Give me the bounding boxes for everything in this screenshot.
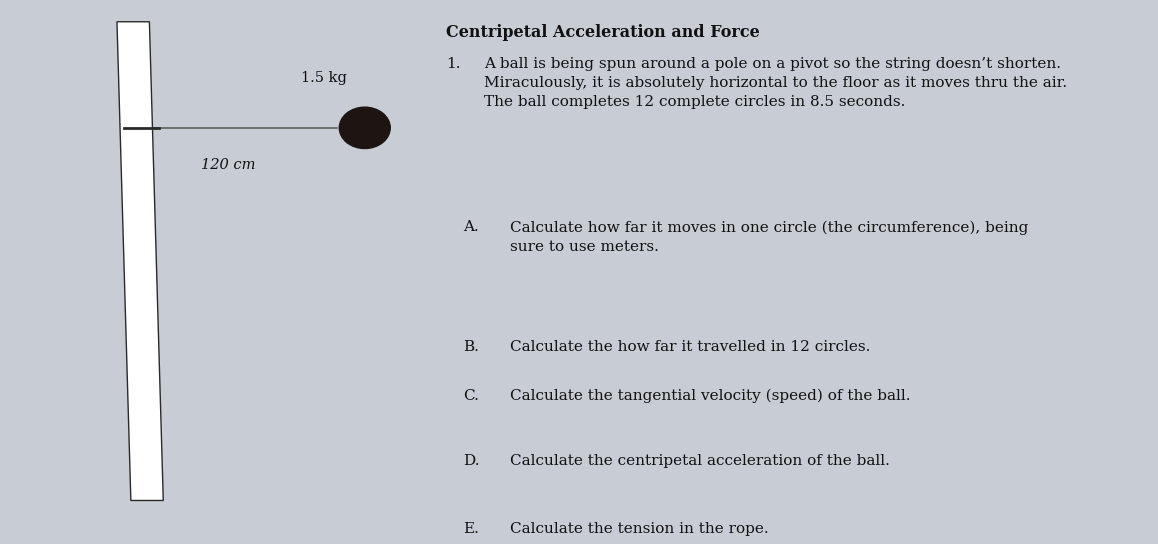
Text: Calculate the how far it travelled in 12 circles.: Calculate the how far it travelled in 12…	[510, 340, 870, 354]
Text: Calculate the tangential velocity (speed) of the ball.: Calculate the tangential velocity (speed…	[510, 389, 910, 403]
Text: A ball is being spun around a pole on a pivot so the string doesn’t shorten.
Mir: A ball is being spun around a pole on a …	[484, 57, 1068, 109]
Text: B.: B.	[463, 340, 479, 354]
Text: 1.: 1.	[446, 57, 461, 71]
Text: Calculate how far it moves in one circle (the circumference), being
sure to use : Calculate how far it moves in one circle…	[510, 220, 1028, 254]
Text: E.: E.	[463, 522, 479, 536]
Text: 120 cm: 120 cm	[200, 158, 256, 172]
Ellipse shape	[339, 107, 390, 149]
Polygon shape	[117, 22, 163, 500]
Text: Centripetal Acceleration and Force: Centripetal Acceleration and Force	[446, 24, 760, 41]
Text: D.: D.	[463, 454, 479, 468]
Text: A.: A.	[463, 220, 479, 234]
Text: Calculate the centripetal acceleration of the ball.: Calculate the centripetal acceleration o…	[510, 454, 889, 468]
Text: Calculate the tension in the rope.: Calculate the tension in the rope.	[510, 522, 768, 536]
Text: 1.5 kg: 1.5 kg	[301, 71, 347, 85]
Text: C.: C.	[463, 389, 479, 403]
